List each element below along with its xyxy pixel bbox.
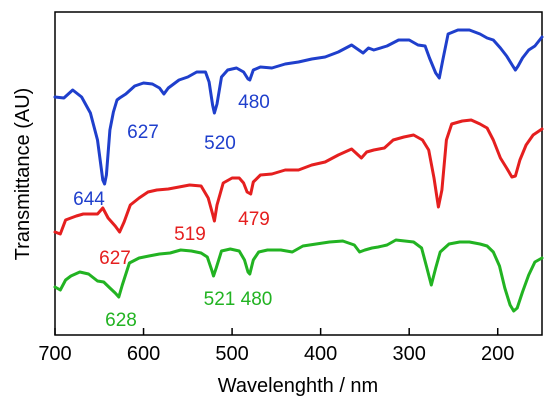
x-tick-label: 300 [392,343,425,365]
peak-label: 627 [99,248,131,269]
peak-label: 520 [204,133,236,154]
plot-frame [54,11,543,336]
peak-label: 519 [174,224,206,245]
peak-label: 644 [73,189,105,210]
series-blue-line [53,28,544,186]
peak-label: 480 [238,92,270,113]
peak-label: 628 [105,310,137,331]
x-tick-label: 200 [481,343,514,365]
series-red-line [53,118,544,236]
x-tick-label: 600 [127,343,160,365]
peak-label: 521 480 [204,289,273,310]
series-green-line [53,238,544,313]
x-axis-ticks: 700 600 500 400 300 200 [38,328,514,365]
x-tick-label: 700 [38,343,71,365]
peak-label: 627 [127,122,159,143]
x-axis-title: Wavelenghth / nm [218,375,378,397]
x-tick-label: 400 [304,343,337,365]
x-tick-label: 500 [215,343,248,365]
peak-label: 479 [238,209,270,230]
series-lines [53,28,544,313]
y-axis-title: Transmittance (AU) [12,88,34,261]
